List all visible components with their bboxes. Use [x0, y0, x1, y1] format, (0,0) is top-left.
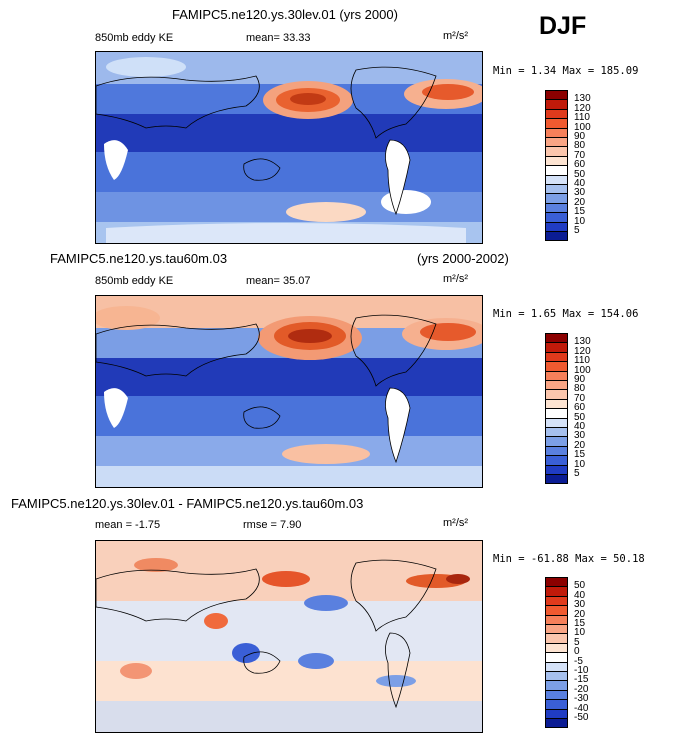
colorbar-level-label: 90: [574, 374, 586, 385]
colorbar-level-label: 60: [574, 159, 586, 171]
colorbar-level-label: 110: [574, 355, 590, 367]
colorbar-level-label: 50: [574, 168, 586, 180]
colorbar-level-label: 120: [574, 102, 591, 114]
panel3-colorbar: 50 40 30 20 15 10 5 0 -5 -10 -15 -20 -30 -40 -50: [545, 577, 605, 729]
panel3-title: FAMIPC5.ne120.ys.30lev.01 - FAMIPC5.ne12…: [11, 496, 364, 511]
panel2-mean: mean= 35.07: [246, 275, 311, 287]
colorbar-level-label: 20: [574, 608, 586, 620]
colorbar-level-label: 80: [574, 140, 586, 152]
colorbar-level-label: 20: [574, 196, 586, 208]
colorbar-swatch: [545, 474, 568, 485]
panel1-subtitle: 850mb eddy KE: [95, 32, 174, 44]
colorbar-level-label: 50: [574, 580, 586, 592]
colorbar-level-label: 130: [574, 93, 591, 105]
colorbar-level-label: 60: [574, 402, 586, 414]
panel2-minmax: Min = 1.65 Max = 154.06: [493, 308, 639, 320]
colorbar-level-label: 70: [574, 392, 586, 404]
colorbar-level-label: -50: [574, 712, 589, 723]
panel3-units: m²/s²: [443, 517, 469, 529]
colorbar-level-label: 40: [574, 178, 586, 189]
panel2-title-right: (yrs 2000-2002): [417, 251, 509, 266]
colorbar-level-label: 70: [574, 149, 586, 161]
colorbar-level-label: -40: [574, 702, 589, 714]
colorbar-level-label: 0: [574, 646, 580, 658]
colorbar-level-label: 15: [574, 449, 586, 461]
panel3-map: [95, 540, 483, 733]
panel1-title: FAMIPC5.ne120.ys.30lev.01 (yrs 2000): [172, 7, 398, 22]
colorbar-level-label: 10: [574, 458, 586, 470]
colorbar-level-label: 50: [574, 411, 586, 423]
panel2-units: m²/s²: [443, 273, 469, 285]
colorbar-swatch: [545, 231, 568, 242]
colorbar-level-label: -15: [574, 674, 589, 686]
colorbar-level-label: 120: [574, 345, 591, 357]
colorbar-level-label: 15: [574, 206, 586, 218]
colorbar-level-label: 30: [574, 430, 586, 442]
colorbar-level-label: 15: [574, 618, 586, 629]
colorbar-level-label: -10: [574, 665, 589, 676]
colorbar-level-label: 110: [574, 112, 590, 124]
colorbar-level-label: 40: [574, 421, 586, 432]
panel2-map: [95, 295, 483, 488]
colorbar-level-label: 100: [574, 364, 591, 376]
colorbar-level-label: -30: [574, 693, 589, 705]
colorbar-level-label: 30: [574, 599, 586, 611]
colorbar-level-label: 5: [574, 636, 580, 648]
panel3-mean: mean = -1.75: [95, 519, 161, 531]
colorbar-level-label: 30: [574, 187, 586, 199]
panel2-subtitle: 850mb eddy KE: [95, 275, 174, 287]
colorbar-level-label: 40: [574, 589, 586, 601]
colorbar-level-label: 5: [574, 468, 580, 479]
colorbar-level-label: -20: [574, 683, 589, 695]
colorbar-level-label: 80: [574, 383, 586, 395]
panel1-map: [95, 51, 483, 244]
panel1-mean: mean= 33.33: [246, 32, 311, 44]
panel2-colorbar: 130 120 110 100 90 80 70 60 50 40 30 20 15 10 5: [545, 333, 605, 485]
colorbar-level-label: 100: [574, 121, 591, 133]
colorbar-level-label: -5: [574, 655, 583, 667]
panel1-minmax: Min = 1.34 Max = 185.09: [493, 65, 639, 77]
colorbar-swatch: [545, 718, 568, 729]
colorbar-level-label: 10: [574, 627, 586, 639]
panel1-units: m²/s²: [443, 30, 469, 42]
panel2-title: FAMIPC5.ne120.ys.tau60m.03: [50, 251, 228, 266]
colorbar-level-label: 5: [574, 225, 580, 236]
panel3-minmax: Min = -61.88 Max = 50.18: [493, 553, 645, 565]
panel1-colorbar: 130 120 110 100 90 80 70 60 50 40 30 20 15 10 5: [545, 90, 605, 242]
panel3-rmse: rmse = 7.90: [243, 519, 302, 531]
colorbar-level-label: 90: [574, 131, 586, 142]
colorbar-level-label: 20: [574, 439, 586, 451]
colorbar-level-label: 130: [574, 336, 591, 348]
colorbar-level-label: 10: [574, 215, 586, 227]
season-label: DJF: [539, 12, 587, 40]
